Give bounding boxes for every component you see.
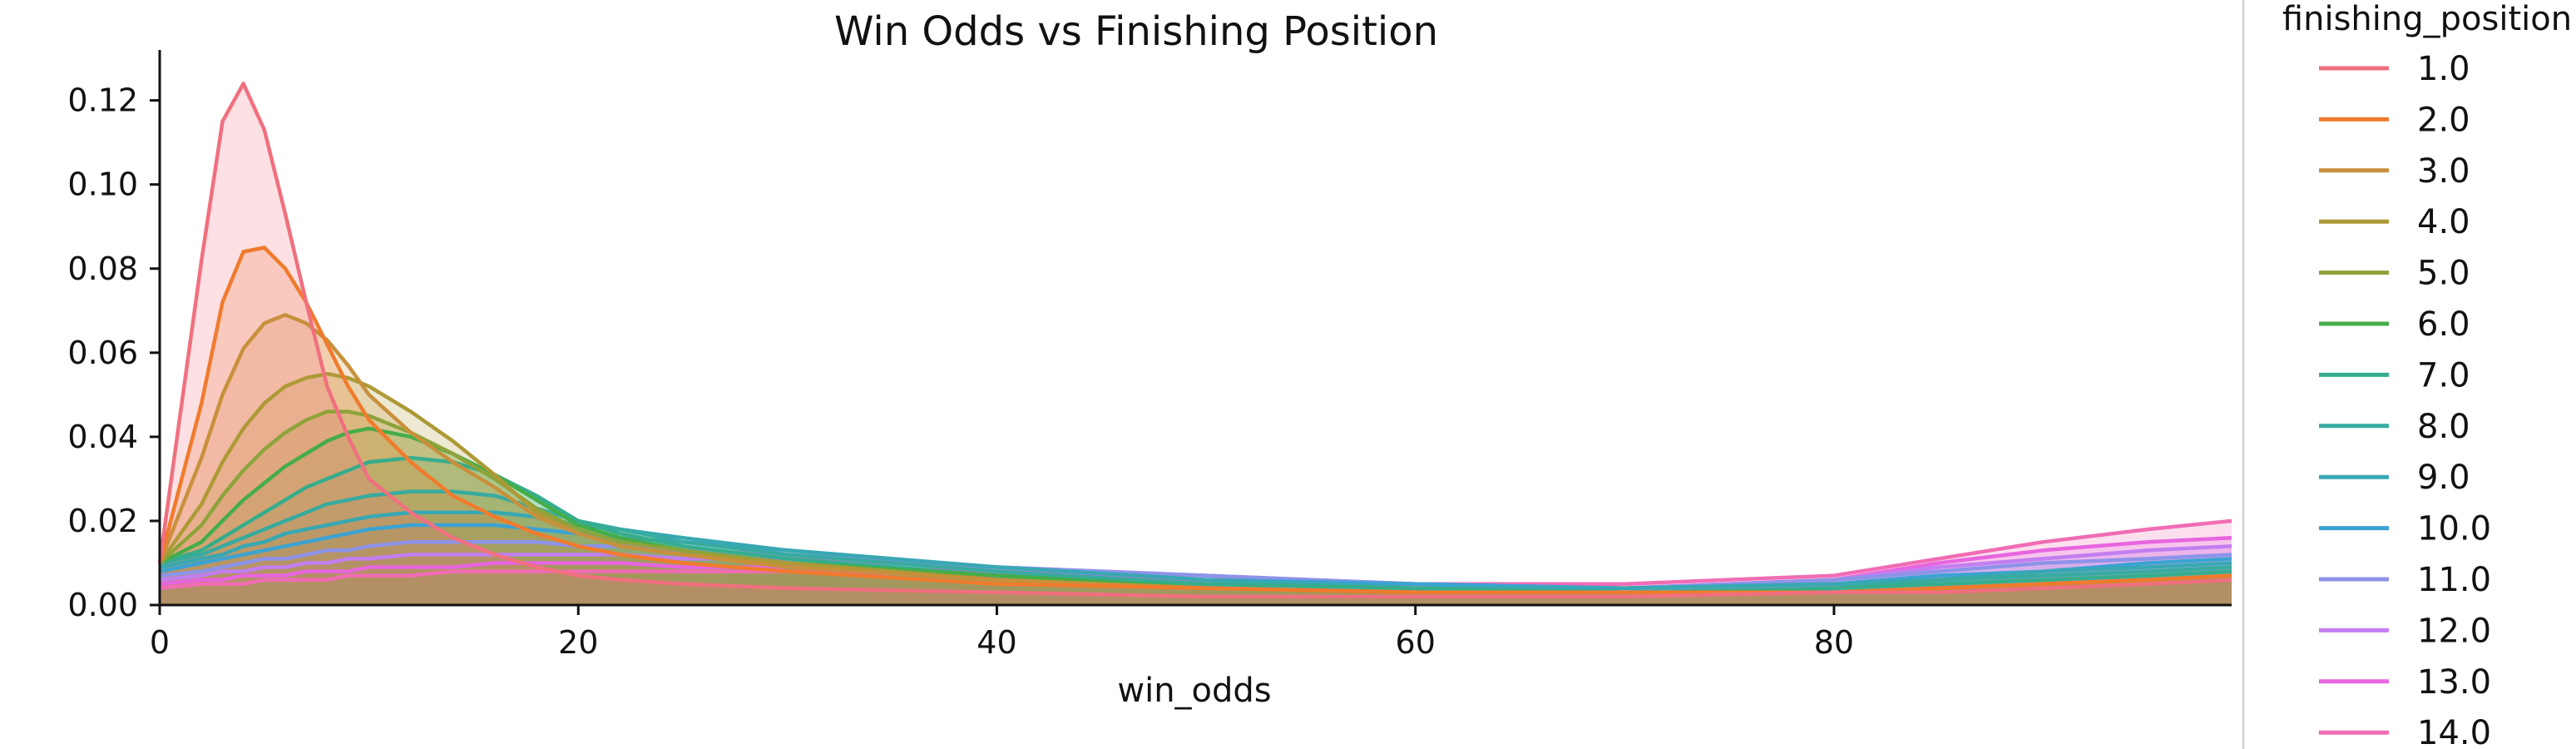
series-line-1.0 [157,82,2232,599]
legend-items: 1.0 2.0 3.0 4.0 5.0 6.0 7.0 8.0 9.0 10.0 11.0 12.0 1… [2319,50,2491,749]
y-tick-label: 0.02 [67,503,138,539]
series-area-1.0 [160,83,2232,605]
x-axis-label: win_odds [1117,672,1271,710]
series-lines [157,82,2232,599]
legend-title: finishing_position [2282,0,2572,38]
x-tick-label: 40 [977,624,1016,661]
y-tick-label: 0.12 [67,82,138,119]
x-tick-label: 20 [558,624,598,661]
series-line-14.0 [159,518,2232,591]
x-tick-label: 0 [150,624,170,661]
y-tick-label: 0.00 [67,587,138,623]
chart-title: Win Odds vs Finishing Position [834,8,1438,55]
series-line-11.0 [159,539,2232,591]
legend-label: 2.0 [2417,101,2470,139]
x-tick-label: 80 [1814,624,1854,661]
y-tick-label: 0.08 [67,250,138,287]
y-tick-label: 0.06 [67,335,138,371]
series-line-7.0 [159,455,2232,595]
x-ticks: 0 20 40 60 80 [150,605,1854,661]
legend: finishing_position 1.0 2.0 3.0 4.0 5.0 6.0 7.0… [2242,0,2572,749]
legend-label: 10.0 [2417,510,2491,548]
legend-label: 12.0 [2417,612,2491,650]
y-tick-label: 0.10 [67,166,138,203]
y-ticks: 0.00 0.02 0.04 0.06 0.08 0.10 0.12 [67,82,160,623]
legend-label: 7.0 [2417,356,2470,394]
legend-label: 4.0 [2417,203,2470,241]
legend-label: 11.0 [2417,561,2491,599]
series-area-8.0 [160,491,2232,605]
legend-label: 9.0 [2417,459,2470,497]
series-area-4.0 [160,374,2232,605]
x-tick-label: 60 [1396,624,1436,661]
y-tick-label: 0.04 [67,419,138,455]
legend-label: 1.0 [2417,50,2470,88]
legend-label: 6.0 [2417,305,2470,344]
legend-label: 5.0 [2417,255,2470,293]
plot-area [157,82,2232,605]
legend-label: 13.0 [2417,663,2491,702]
axes: 0 20 40 60 80 0.00 0.02 0.04 0.06 0.08 0.10 0.12 [67,50,2232,661]
legend-label: 14.0 [2417,714,2491,749]
legend-label: 8.0 [2417,408,2470,446]
legend-label: 3.0 [2417,152,2470,191]
